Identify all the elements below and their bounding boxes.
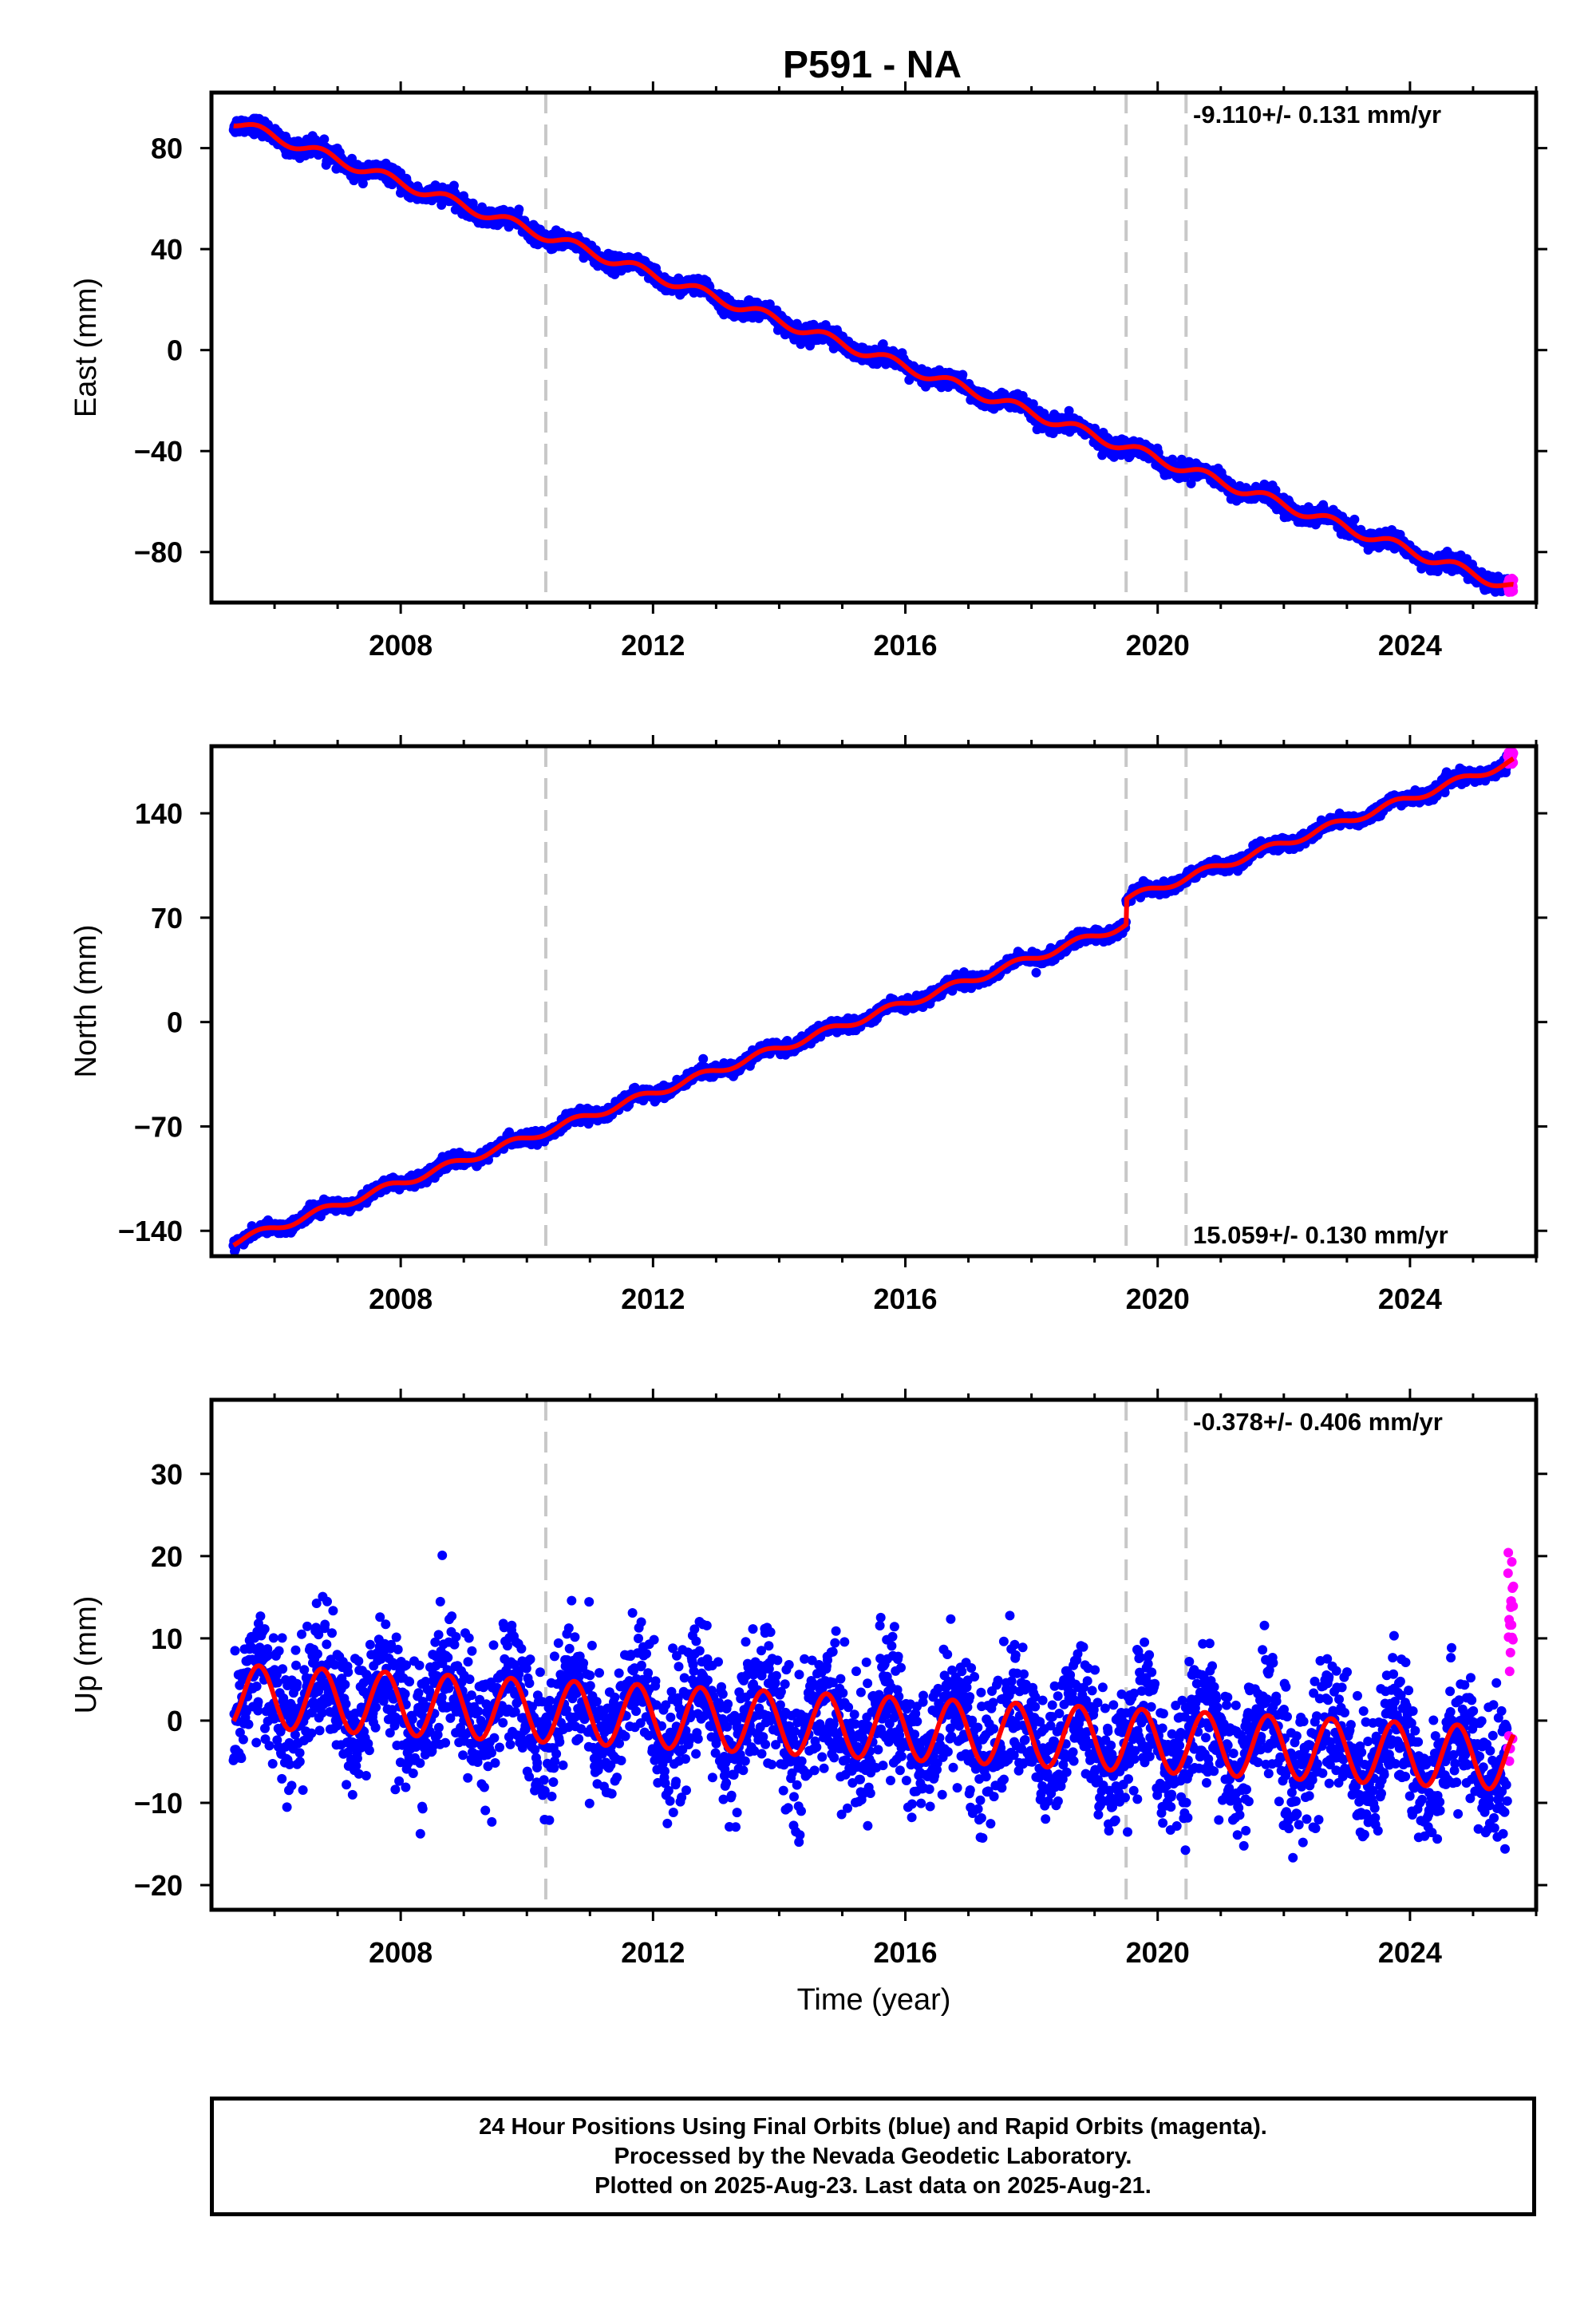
rapid-point [1508, 587, 1518, 596]
y-tick-label: 0 [167, 334, 183, 367]
data-point [468, 199, 478, 208]
y-axis-label: East (mm) [69, 278, 103, 417]
y-tick-label: 80 [151, 132, 183, 165]
chart-title: P591 - NA [783, 44, 962, 86]
data-point [698, 1054, 708, 1064]
x-tick-label: 2024 [1378, 629, 1442, 662]
panel-east: 2008 2012 2016 2020 2024 80 40 0 −40 −80 East (mm)… [69, 81, 1547, 662]
x-tick-label: 2016 [873, 629, 937, 662]
rate-label: -9.110+/- 0.131 mm/yr [1193, 101, 1441, 128]
y-tick-label: −40 [134, 435, 183, 468]
data-point [958, 370, 967, 380]
model-fit-line [234, 124, 1514, 586]
y-tick-label: 40 [151, 233, 183, 266]
y-tick-label: −80 [134, 536, 183, 569]
data-point [1349, 515, 1359, 524]
x-tick-label: 2020 [1126, 629, 1190, 662]
data-point [514, 204, 523, 214]
x-tick-label: 2008 [369, 629, 433, 662]
x-tick-label: 2012 [621, 629, 685, 662]
